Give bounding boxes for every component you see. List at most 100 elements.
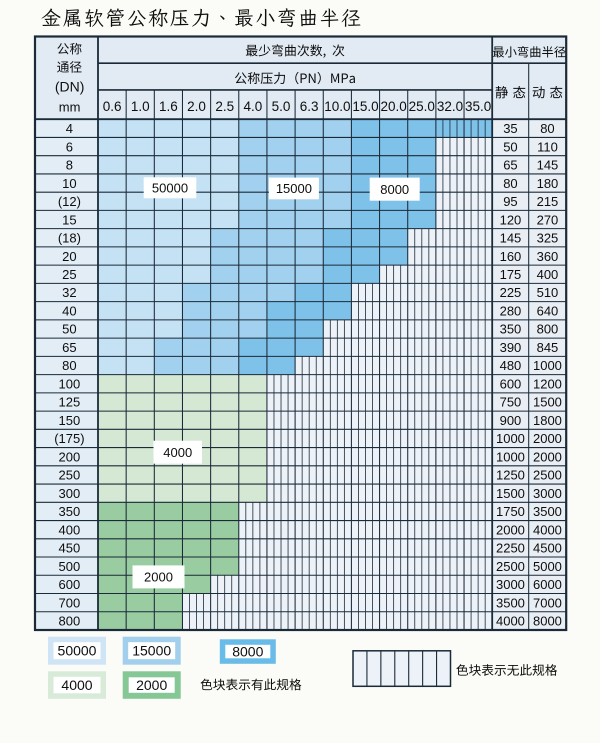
svg-text:120: 120 xyxy=(500,212,522,227)
svg-text:1800: 1800 xyxy=(533,413,562,428)
svg-text:1000: 1000 xyxy=(496,431,525,446)
svg-text:1000: 1000 xyxy=(533,358,562,373)
svg-text:15.0: 15.0 xyxy=(352,99,378,114)
svg-text:4500: 4500 xyxy=(533,541,562,556)
svg-text:1000: 1000 xyxy=(496,449,525,464)
svg-text:15000: 15000 xyxy=(132,643,171,659)
svg-text:8000: 8000 xyxy=(232,643,263,659)
svg-text:35.0: 35.0 xyxy=(465,99,491,114)
svg-text:(DN): (DN) xyxy=(55,79,85,95)
svg-text:600: 600 xyxy=(59,577,81,592)
svg-text:400: 400 xyxy=(59,522,81,537)
svg-text:50000: 50000 xyxy=(58,643,97,659)
svg-text:2500: 2500 xyxy=(533,468,562,483)
svg-text:32: 32 xyxy=(62,285,76,300)
svg-text:(175): (175) xyxy=(54,431,84,446)
svg-text:10.0: 10.0 xyxy=(324,99,350,114)
svg-text:20.0: 20.0 xyxy=(381,99,407,114)
svg-text:2000: 2000 xyxy=(533,431,562,446)
svg-text:3000: 3000 xyxy=(496,577,525,592)
svg-text:175: 175 xyxy=(500,267,522,282)
svg-text:280: 280 xyxy=(500,303,522,318)
svg-text:8000: 8000 xyxy=(380,182,409,197)
svg-text:4000: 4000 xyxy=(163,445,192,460)
svg-text:1250: 1250 xyxy=(496,468,525,483)
svg-text:15000: 15000 xyxy=(276,181,312,196)
svg-text:6000: 6000 xyxy=(533,577,562,592)
svg-text:80: 80 xyxy=(62,358,76,373)
svg-text:40: 40 xyxy=(62,303,76,318)
svg-text:50000: 50000 xyxy=(152,181,188,196)
svg-text:145: 145 xyxy=(537,158,559,173)
svg-text:6: 6 xyxy=(66,139,73,154)
svg-text:270: 270 xyxy=(537,212,559,227)
svg-text:3500: 3500 xyxy=(496,595,525,610)
svg-text:360: 360 xyxy=(537,249,559,264)
svg-text:80: 80 xyxy=(503,176,517,191)
svg-text:450: 450 xyxy=(59,541,81,556)
svg-text:10: 10 xyxy=(62,176,76,191)
svg-text:2.5: 2.5 xyxy=(215,99,234,114)
svg-text:35: 35 xyxy=(503,121,517,136)
svg-text:325: 325 xyxy=(537,231,559,246)
svg-text:300: 300 xyxy=(59,486,81,501)
svg-text:(12): (12) xyxy=(58,194,81,209)
svg-text:640: 640 xyxy=(537,303,559,318)
svg-text:4000: 4000 xyxy=(496,614,525,629)
svg-text:2000: 2000 xyxy=(496,522,525,537)
svg-text:4: 4 xyxy=(66,121,73,136)
svg-text:200: 200 xyxy=(59,449,81,464)
svg-text:2250: 2250 xyxy=(496,541,525,556)
svg-text:65: 65 xyxy=(62,340,76,355)
svg-text:350: 350 xyxy=(500,322,522,337)
svg-text:1.0: 1.0 xyxy=(131,99,150,114)
svg-text:0.6: 0.6 xyxy=(103,99,122,114)
svg-text:50: 50 xyxy=(62,322,76,337)
svg-text:32.0: 32.0 xyxy=(437,99,463,114)
svg-text:125: 125 xyxy=(59,395,81,410)
svg-text:7000: 7000 xyxy=(533,595,562,610)
svg-text:6.3: 6.3 xyxy=(300,99,319,114)
svg-text:845: 845 xyxy=(537,340,559,355)
svg-text:150: 150 xyxy=(59,413,81,428)
svg-text:390: 390 xyxy=(500,340,522,355)
svg-text:4000: 4000 xyxy=(61,677,92,693)
svg-text:2000: 2000 xyxy=(136,677,167,693)
svg-text:1.6: 1.6 xyxy=(159,99,178,114)
svg-text:2000: 2000 xyxy=(144,570,173,585)
svg-text:145: 145 xyxy=(500,231,522,246)
svg-text:1500: 1500 xyxy=(533,395,562,410)
svg-text:400: 400 xyxy=(537,267,559,282)
svg-text:600: 600 xyxy=(500,376,522,391)
svg-text:160: 160 xyxy=(500,249,522,264)
svg-text:8: 8 xyxy=(66,158,73,173)
svg-text:3500: 3500 xyxy=(533,504,562,519)
svg-text:250: 250 xyxy=(59,468,81,483)
svg-text:100: 100 xyxy=(59,376,81,391)
svg-text:750: 750 xyxy=(500,395,522,410)
svg-text:510: 510 xyxy=(537,285,559,300)
svg-text:80: 80 xyxy=(540,121,554,136)
svg-text:800: 800 xyxy=(59,614,81,629)
svg-text:95: 95 xyxy=(503,194,517,209)
svg-text:500: 500 xyxy=(59,559,81,574)
svg-text:50: 50 xyxy=(503,139,517,154)
svg-text:2500: 2500 xyxy=(496,559,525,574)
svg-text:65: 65 xyxy=(503,158,517,173)
svg-text:215: 215 xyxy=(537,194,559,209)
svg-text:900: 900 xyxy=(500,413,522,428)
svg-text:5.0: 5.0 xyxy=(272,99,291,114)
svg-text:1500: 1500 xyxy=(496,486,525,501)
svg-text:2000: 2000 xyxy=(533,449,562,464)
svg-text:25: 25 xyxy=(62,267,76,282)
svg-text:5000: 5000 xyxy=(533,559,562,574)
svg-text:110: 110 xyxy=(537,139,558,154)
svg-text:(18): (18) xyxy=(58,231,81,246)
svg-text:1200: 1200 xyxy=(533,376,562,391)
svg-text:15: 15 xyxy=(62,212,76,227)
svg-text:4.0: 4.0 xyxy=(243,99,262,114)
svg-text:3000: 3000 xyxy=(533,486,562,501)
svg-text:1750: 1750 xyxy=(496,504,525,519)
svg-text:4000: 4000 xyxy=(533,522,562,537)
svg-text:8000: 8000 xyxy=(533,614,562,629)
